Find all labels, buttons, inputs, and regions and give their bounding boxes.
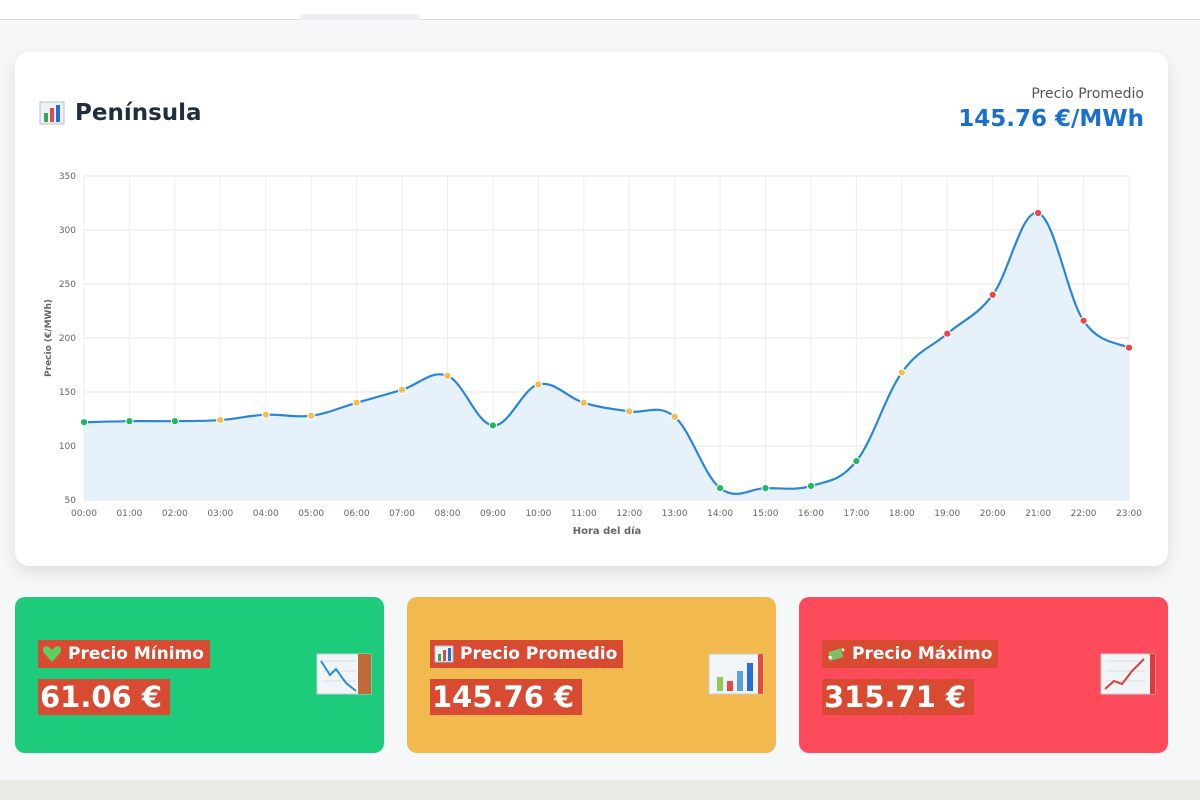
avg-price-label-text: Precio Promedio (460, 644, 618, 664)
avg-price-card: Precio Promedio 145.76 € (407, 597, 776, 753)
x-tick-label: 19:00 (934, 509, 960, 519)
data-point (307, 411, 316, 420)
data-point (1034, 208, 1043, 218)
data-point (852, 457, 861, 466)
x-tick-label: 14:00 (707, 509, 733, 519)
min-price-value: 61.06 € (38, 679, 171, 715)
data-point (79, 418, 89, 427)
x-tick-label: 15:00 (753, 509, 779, 519)
x-tick-label: 10:00 (525, 509, 551, 519)
chart-decreasing-icon (316, 653, 372, 695)
top-tab[interactable] (300, 14, 420, 20)
bar-chart-icon (708, 653, 764, 695)
data-point (488, 421, 498, 430)
data-point (806, 481, 816, 491)
data-point (670, 412, 679, 421)
x-tick-label: 05:00 (298, 509, 324, 519)
x-tick-label: 23:00 (1116, 509, 1142, 519)
data-point (761, 484, 770, 493)
max-price-label-text: Precio Máximo (852, 644, 993, 664)
y-tick-label: 150 (59, 388, 76, 398)
max-price-value: 315.71 € (822, 679, 975, 715)
min-price-label-text: Precio Mínimo (68, 644, 204, 664)
x-tick-label: 16:00 (798, 509, 824, 519)
chart-increasing-icon (1100, 653, 1156, 695)
max-price-label: Precio Máximo (822, 640, 999, 668)
x-tick-label: 02:00 (162, 509, 188, 519)
data-point (1079, 316, 1088, 325)
x-tick-label: 09:00 (480, 509, 506, 519)
green-heart-icon (42, 646, 62, 662)
x-tick-label: 11:00 (571, 509, 597, 519)
x-tick-label: 07:00 (389, 509, 415, 519)
y-tick-labels: 50 100 150 200 250 300 350 (59, 172, 76, 506)
max-price-card: Precio Máximo 315.71 € (799, 597, 1168, 753)
x-tick-label: 03:00 (207, 509, 233, 519)
data-point (125, 417, 134, 426)
avg-price-value: 145.76 € (430, 679, 583, 715)
chart-area-fill (84, 212, 1129, 500)
data-point (1124, 343, 1134, 352)
data-point (352, 398, 361, 407)
page: Península Precio Promedio 145.76 €/MWh 5… (0, 0, 1200, 780)
x-tick-label: 22:00 (1071, 509, 1097, 519)
y-axis-label: Precio (€/MWh) (44, 299, 54, 377)
x-tick-label: 01:00 (116, 509, 142, 519)
min-price-card: Precio Mínimo 61.06 € (15, 597, 384, 753)
y-tick-label: 50 (65, 496, 77, 506)
bar-chart-icon (434, 645, 454, 663)
region-title-text: Península (75, 100, 202, 126)
region-title: Península (39, 100, 202, 126)
top-strip (0, 0, 1200, 20)
y-tick-label: 250 (59, 280, 76, 290)
data-point (625, 407, 634, 416)
x-tick-labels: 00:00 01:00 02:00 03:00 04:00 05:00 06:00 07:00… (71, 509, 1142, 519)
x-axis-label: Hora del día (573, 525, 642, 537)
chart-points (79, 208, 1134, 493)
y-tick-label: 300 (59, 226, 76, 236)
money-with-wings-icon (828, 648, 845, 661)
y-tick-label: 350 (59, 172, 76, 182)
x-tick-label: 12:00 (616, 509, 642, 519)
price-line-chart: 50 100 150 200 250 300 350 00:00 01:00 02:00 03:0… (44, 172, 1142, 537)
data-point (170, 417, 179, 426)
data-point (261, 410, 270, 419)
bar-chart-icon (39, 101, 65, 125)
chart-card: Península Precio Promedio 145.76 €/MWh 5… (15, 52, 1168, 566)
data-point (534, 380, 543, 389)
data-point (943, 329, 952, 338)
avg-price-label: Precio Promedio (430, 640, 624, 668)
x-tick-label: 00:00 (71, 509, 97, 519)
x-tick-label: 06:00 (344, 509, 370, 519)
data-point (443, 371, 452, 380)
average-value: 145.76 €/MWh (958, 106, 1144, 132)
average-box: Precio Promedio 145.76 €/MWh (958, 86, 1144, 132)
data-point (216, 415, 225, 425)
data-point (715, 484, 725, 493)
y-tick-label: 200 (59, 334, 76, 344)
x-tick-label: 18:00 (889, 509, 915, 519)
x-tick-label: 21:00 (1025, 509, 1051, 519)
data-point (897, 368, 906, 377)
data-point (988, 290, 997, 299)
x-tick-label: 17:00 (843, 509, 869, 519)
data-point (397, 385, 407, 394)
data-point (579, 398, 588, 407)
x-tick-label: 08:00 (435, 509, 461, 519)
y-tick-label: 100 (59, 442, 76, 452)
x-tick-label: 04:00 (253, 509, 279, 519)
average-label: Precio Promedio (1031, 86, 1144, 102)
x-tick-label: 20:00 (980, 509, 1006, 519)
min-price-label: Precio Mínimo (38, 640, 210, 668)
x-tick-label: 13:00 (662, 509, 688, 519)
